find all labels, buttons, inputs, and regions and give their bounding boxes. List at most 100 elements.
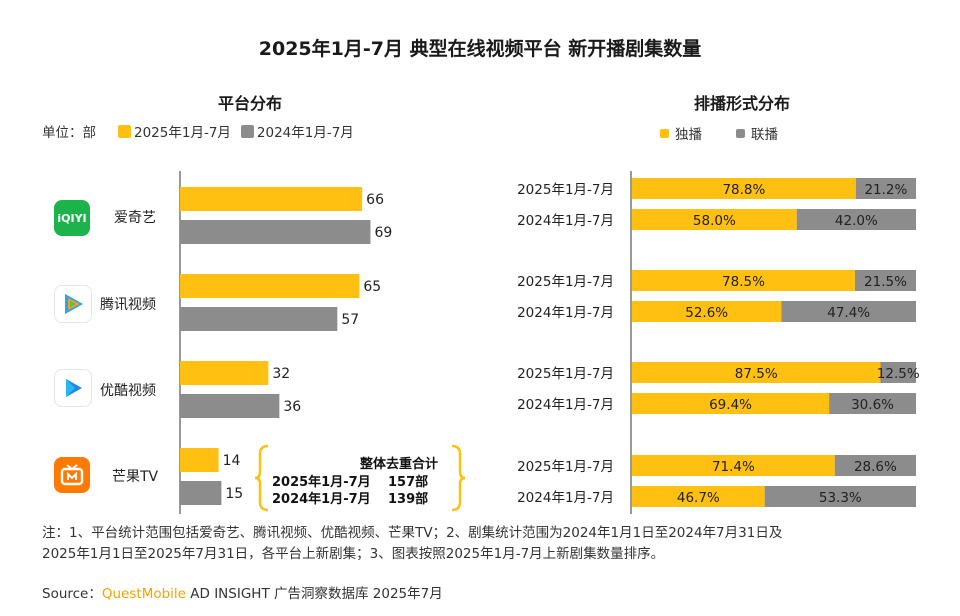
left-legend: 单位：部 2025年1月-7月 2024年1月-7月 xyxy=(42,121,364,141)
platform-iqiyi: iQIYI xyxy=(54,200,90,236)
bar-label-2024-2: 36 xyxy=(283,399,301,415)
bar-joint-2 xyxy=(854,270,916,291)
mango-tv-logo-svg xyxy=(60,464,84,486)
platform-youku xyxy=(54,369,92,407)
row-label-0: 2025年1月-7月 xyxy=(517,182,614,198)
label-joint-5: 30.6% xyxy=(851,397,894,413)
dedup-value-2025: 157部 xyxy=(388,475,429,490)
label-joint-7: 53.3% xyxy=(819,490,862,506)
bar-exclusive-0 xyxy=(632,178,856,199)
bar-label-2024-3: 15 xyxy=(225,486,243,502)
platform-name-tencent: 腾讯视频 xyxy=(100,297,156,313)
dedup-heading: 整体去重合计 xyxy=(360,457,439,472)
left-brace-icon xyxy=(254,444,269,512)
bar-exclusive-1 xyxy=(632,209,797,230)
bar-joint-4 xyxy=(880,362,916,383)
label-joint-0: 21.2% xyxy=(864,182,907,198)
label-joint-6: 28.6% xyxy=(854,459,897,475)
platform-name-iqiyi: 爱奇艺 xyxy=(114,210,156,226)
bar-joint-7 xyxy=(764,486,916,507)
bar-2024-2 xyxy=(180,394,280,418)
platform-bar-chart: 66 69 65 57 32 36 14 15 xyxy=(179,171,392,514)
row-label-2: 2025年1月-7月 xyxy=(517,274,614,290)
legend-swatch-joint xyxy=(736,128,745,138)
row-label-7: 2024年1月-7月 xyxy=(517,490,614,506)
legend-item-2024: 2024年1月-7月 xyxy=(240,121,354,141)
legend-item-exclusive: 独播 xyxy=(660,123,702,143)
legend-label-2025: 2025年1月-7月 xyxy=(134,125,231,141)
legend-label-joint: 联播 xyxy=(751,127,778,143)
legend-swatch-exclusive xyxy=(660,128,669,138)
source-rest: AD INSIGHT 广告洞察数据库 2025年7月 xyxy=(185,586,443,602)
youku-icon xyxy=(54,369,92,407)
bar-2025-1 xyxy=(180,274,360,298)
label-joint-4: 12.5% xyxy=(877,366,920,382)
bar-label-2025-0: 66 xyxy=(366,192,384,208)
row-label-1: 2024年1月-7月 xyxy=(517,213,614,229)
bar-joint-3 xyxy=(781,301,916,322)
iqiyi-logo-text: iQIYI xyxy=(57,211,87,225)
broadcast-format-chart: 2025年1月-7月 78.8% 21.2% 2024年1月-7月 58.0% 42.0%… xyxy=(517,171,920,514)
dedup-period-2025: 2025年1月-7月 xyxy=(272,475,371,490)
legend-item-joint: 联播 xyxy=(736,123,778,143)
platform-name-youku: 优酷视频 xyxy=(100,383,156,399)
bar-label-2025-3: 14 xyxy=(223,453,241,469)
right-legend: 独播 联播 xyxy=(660,123,788,143)
label-exclusive-7: 46.7% xyxy=(677,490,720,506)
bar-exclusive-3 xyxy=(632,301,782,322)
label-exclusive-5: 69.4% xyxy=(709,397,752,413)
bar-exclusive-6 xyxy=(632,455,835,476)
row-label-6: 2025年1月-7月 xyxy=(517,459,614,475)
footnote-line-2: 2025年1月1日至2025年7月31日，各平台上新剧集；3、图表按照2025年… xyxy=(42,546,665,562)
bar-exclusive-7 xyxy=(632,486,765,507)
legend-swatch-2024 xyxy=(240,124,254,138)
row-label-5: 2024年1月-7月 xyxy=(517,397,614,413)
bar-exclusive-5 xyxy=(632,393,830,414)
dedup-value-2024: 139部 xyxy=(388,492,429,507)
bar-2025-0 xyxy=(180,187,363,211)
source-line: Source：QuestMobile AD INSIGHT 广告洞察数据库 20… xyxy=(42,582,443,602)
row-label-3: 2024年1月-7月 xyxy=(517,305,614,321)
mango-tv-icon xyxy=(54,457,90,493)
unit-label: 单位：部 xyxy=(42,125,96,141)
platform-distribution-subtitle: 平台分布 xyxy=(218,94,283,113)
bar-label-2025-2: 32 xyxy=(272,366,290,382)
label-exclusive-2: 78.5% xyxy=(722,274,765,290)
tencent-video-logo-svg xyxy=(65,294,83,314)
source-brand: QuestMobile xyxy=(101,586,186,602)
bar-label-2024-1: 57 xyxy=(341,312,359,328)
legend-item-2025: 2025年1月-7月 xyxy=(118,121,231,141)
bar-joint-6 xyxy=(834,455,916,476)
platform-mango xyxy=(54,457,90,493)
label-joint-3: 47.4% xyxy=(827,305,870,321)
dedup-period-2024: 2024年1月-7月 xyxy=(272,492,371,507)
platform-name-mango: 芒果TV xyxy=(112,469,159,485)
right-brace-icon xyxy=(451,444,466,512)
bar-joint-1 xyxy=(796,209,916,230)
legend-swatch-2025 xyxy=(118,124,131,138)
label-joint-2: 21.5% xyxy=(864,274,907,290)
iqiyi-icon: iQIYI xyxy=(54,200,90,236)
bar-joint-0 xyxy=(855,178,916,199)
bar-2024-1 xyxy=(180,307,338,331)
footnotes: 注：1、平台统计范围包括爱奇艺、腾讯视频、优酷视频、芒果TV；2、剧集统计范围为… xyxy=(42,523,782,565)
bar-exclusive-4 xyxy=(632,362,881,383)
label-exclusive-1: 58.0% xyxy=(693,213,736,229)
label-joint-1: 42.0% xyxy=(835,213,878,229)
label-exclusive-0: 78.8% xyxy=(722,182,765,198)
platform-tencent xyxy=(54,285,92,323)
youku-logo-svg xyxy=(66,379,82,397)
bar-exclusive-2 xyxy=(632,270,855,291)
footnote-line-1: 注：1、平台统计范围包括爱奇艺、腾讯视频、优酷视频、芒果TV；2、剧集统计范围为… xyxy=(42,525,783,541)
source-prefix: Source： xyxy=(42,586,102,602)
bar-2025-3 xyxy=(180,448,219,472)
bar-label-2024-0: 69 xyxy=(374,225,392,241)
bar-label-2025-1: 65 xyxy=(363,279,381,295)
bar-2024-3 xyxy=(180,481,222,505)
label-exclusive-4: 87.5% xyxy=(735,366,778,382)
broadcast-format-subtitle: 排播形式分布 xyxy=(694,94,791,113)
bar-joint-5 xyxy=(829,393,916,414)
legend-label-exclusive: 独播 xyxy=(675,127,702,143)
legend-label-2024: 2024年1月-7月 xyxy=(256,125,354,141)
bar-2025-2 xyxy=(180,361,269,385)
